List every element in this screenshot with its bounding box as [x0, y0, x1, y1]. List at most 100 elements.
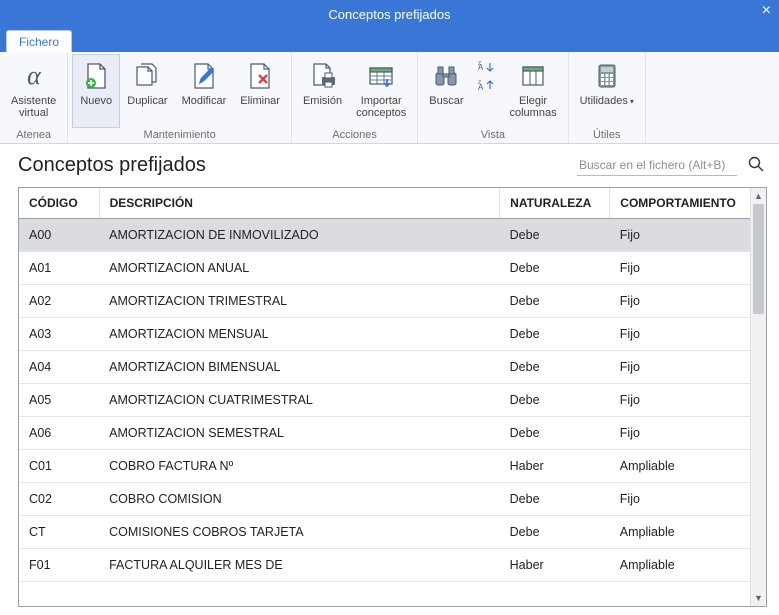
emision-button[interactable]: Emisión [296, 54, 349, 128]
importar-label: Importar conceptos [356, 95, 406, 119]
search-button[interactable] [747, 155, 765, 176]
cell-naturaleza: Debe [500, 252, 610, 285]
cell-naturaleza: Debe [500, 384, 610, 417]
cell-naturaleza: Debe [500, 483, 610, 516]
calculator-icon [592, 59, 622, 93]
table-row[interactable]: A02AMORTIZACION TRIMESTRALDebeFijo [19, 285, 750, 318]
modificar-label: Modificar [182, 95, 227, 107]
cell-descripcion: FACTURA ALQUILER MES DE [99, 549, 500, 582]
data-grid: CÓDIGO DESCRIPCIÓN NATURALEZA COMPORTAMI… [18, 187, 767, 607]
delete-icon [245, 59, 275, 93]
magnifier-icon [747, 155, 765, 173]
cell-naturaleza: Haber [500, 549, 610, 582]
window-title: Conceptos prefijados [328, 7, 450, 22]
table-row[interactable]: A01AMORTIZACION ANUALDebeFijo [19, 252, 750, 285]
cell-codigo: C02 [19, 483, 99, 516]
table-row[interactable]: A00AMORTIZACION DE INMOVILIZADODebeFijo [19, 219, 750, 252]
ribbon-tabrow: Fichero [0, 28, 779, 52]
scroll-up-arrow[interactable]: ▲ [751, 188, 766, 204]
cell-comport: Fijo [610, 351, 750, 384]
cell-codigo: A01 [19, 252, 99, 285]
table-row[interactable]: A04AMORTIZACION BIMENSUALDebeFijo [19, 351, 750, 384]
vertical-scrollbar[interactable]: ▲ ▼ [750, 188, 766, 606]
cell-codigo: A02 [19, 285, 99, 318]
scroll-thumb[interactable] [753, 204, 764, 314]
nuevo-button[interactable]: Nuevo [72, 54, 120, 128]
table-row[interactable]: A06AMORTIZACION SEMESTRALDebeFijo [19, 417, 750, 450]
cell-codigo: A03 [19, 318, 99, 351]
tab-fichero[interactable]: Fichero [6, 30, 72, 52]
cell-comport: Ampliable [610, 549, 750, 582]
cell-codigo: A06 [19, 417, 99, 450]
modificar-button[interactable]: Modificar [175, 54, 234, 128]
new-document-icon [81, 59, 111, 93]
cell-descripcion: AMORTIZACION ANUAL [99, 252, 500, 285]
table-header-row: CÓDIGO DESCRIPCIÓN NATURALEZA COMPORTAMI… [19, 188, 750, 219]
sort-desc-icon: ZA [477, 78, 495, 92]
ribbon-group-atenea: α Asistente virtual Atenea [0, 52, 68, 143]
cell-comport: Fijo [610, 483, 750, 516]
cell-comport: Fijo [610, 417, 750, 450]
ribbon-group-mantenimiento: Nuevo Duplicar [68, 52, 292, 143]
ribbon-group-vista: Buscar AZ ZA [418, 52, 568, 143]
cell-codigo: A05 [19, 384, 99, 417]
cell-descripcion: AMORTIZACION TRIMESTRAL [99, 285, 500, 318]
table-row[interactable]: F01FACTURA ALQUILER MES DEHaberAmpliable [19, 549, 750, 582]
svg-text:Z: Z [478, 61, 481, 67]
search-input[interactable] [577, 155, 737, 176]
asistente-virtual-button[interactable]: α Asistente virtual [4, 54, 63, 128]
table-row[interactable]: C01COBRO FACTURA NºHaberAmpliable [19, 450, 750, 483]
importar-conceptos-button[interactable]: Importar conceptos [349, 54, 413, 128]
cell-descripcion: AMORTIZACION MENSUAL [99, 318, 500, 351]
cell-descripcion: AMORTIZACION SEMESTRAL [99, 417, 500, 450]
cell-comport: Fijo [610, 252, 750, 285]
table-row[interactable]: A03AMORTIZACION MENSUALDebeFijo [19, 318, 750, 351]
cell-codigo: A04 [19, 351, 99, 384]
close-button[interactable]: × [762, 2, 771, 20]
cell-codigo: C01 [19, 450, 99, 483]
buscar-button[interactable]: Buscar [422, 54, 470, 128]
ribbon-group-utiles: Utilidades▾ Útiles [569, 52, 646, 143]
cell-descripcion: AMORTIZACION DE INMOVILIZADO [99, 219, 500, 252]
cell-comport: Ampliable [610, 450, 750, 483]
col-header-naturaleza[interactable]: NATURALEZA [500, 188, 610, 219]
sort-asc-icon: AZ [477, 60, 495, 74]
page-title: Conceptos prefijados [18, 154, 206, 177]
table-row[interactable]: C02COBRO COMISIONDebeFijo [19, 483, 750, 516]
binoculars-icon [431, 59, 461, 93]
group-label-utiles: Útiles [573, 128, 641, 143]
table-row[interactable]: CTCOMISIONES COBROS TARJETADebeAmpliable [19, 516, 750, 549]
cell-descripcion: COMISIONES COBROS TARJETA [99, 516, 500, 549]
table-row[interactable]: A05AMORTIZACION CUATRIMESTRALDebeFijo [19, 384, 750, 417]
nuevo-label: Nuevo [80, 95, 112, 107]
scroll-down-arrow[interactable]: ▼ [751, 590, 766, 606]
buscar-label: Buscar [429, 95, 463, 107]
elegir-col-label: Elegir columnas [510, 95, 557, 119]
col-header-codigo[interactable]: CÓDIGO [19, 188, 99, 219]
elegir-columnas-button[interactable]: Elegir columnas [503, 54, 564, 128]
chevron-down-icon: ▾ [630, 97, 634, 106]
duplicar-label: Duplicar [127, 95, 167, 107]
cell-descripcion: AMORTIZACION BIMENSUAL [99, 351, 500, 384]
sort-stack: AZ ZA [471, 54, 503, 128]
duplicar-button[interactable]: Duplicar [120, 54, 174, 128]
cell-codigo: A00 [19, 219, 99, 252]
sort-asc-button[interactable]: AZ [471, 58, 503, 76]
cell-codigo: F01 [19, 549, 99, 582]
cell-naturaleza: Debe [500, 285, 610, 318]
content-header: Conceptos prefijados [0, 144, 779, 183]
eliminar-button[interactable]: Eliminar [233, 54, 287, 128]
alpha-icon: α [20, 59, 48, 93]
utilidades-button[interactable]: Utilidades▾ [573, 54, 641, 128]
cell-naturaleza: Debe [500, 219, 610, 252]
sort-desc-button[interactable]: ZA [471, 76, 503, 94]
emision-label: Emisión [303, 95, 342, 107]
ribbon: α Asistente virtual Atenea Nuevo [0, 52, 779, 144]
cell-codigo: CT [19, 516, 99, 549]
cell-descripcion: COBRO COMISION [99, 483, 500, 516]
print-document-icon [308, 59, 338, 93]
eliminar-label: Eliminar [240, 95, 280, 107]
col-header-descripcion[interactable]: DESCRIPCIÓN [99, 188, 500, 219]
cell-naturaleza: Debe [500, 516, 610, 549]
col-header-comportamiento[interactable]: COMPORTAMIENTO [610, 188, 750, 219]
